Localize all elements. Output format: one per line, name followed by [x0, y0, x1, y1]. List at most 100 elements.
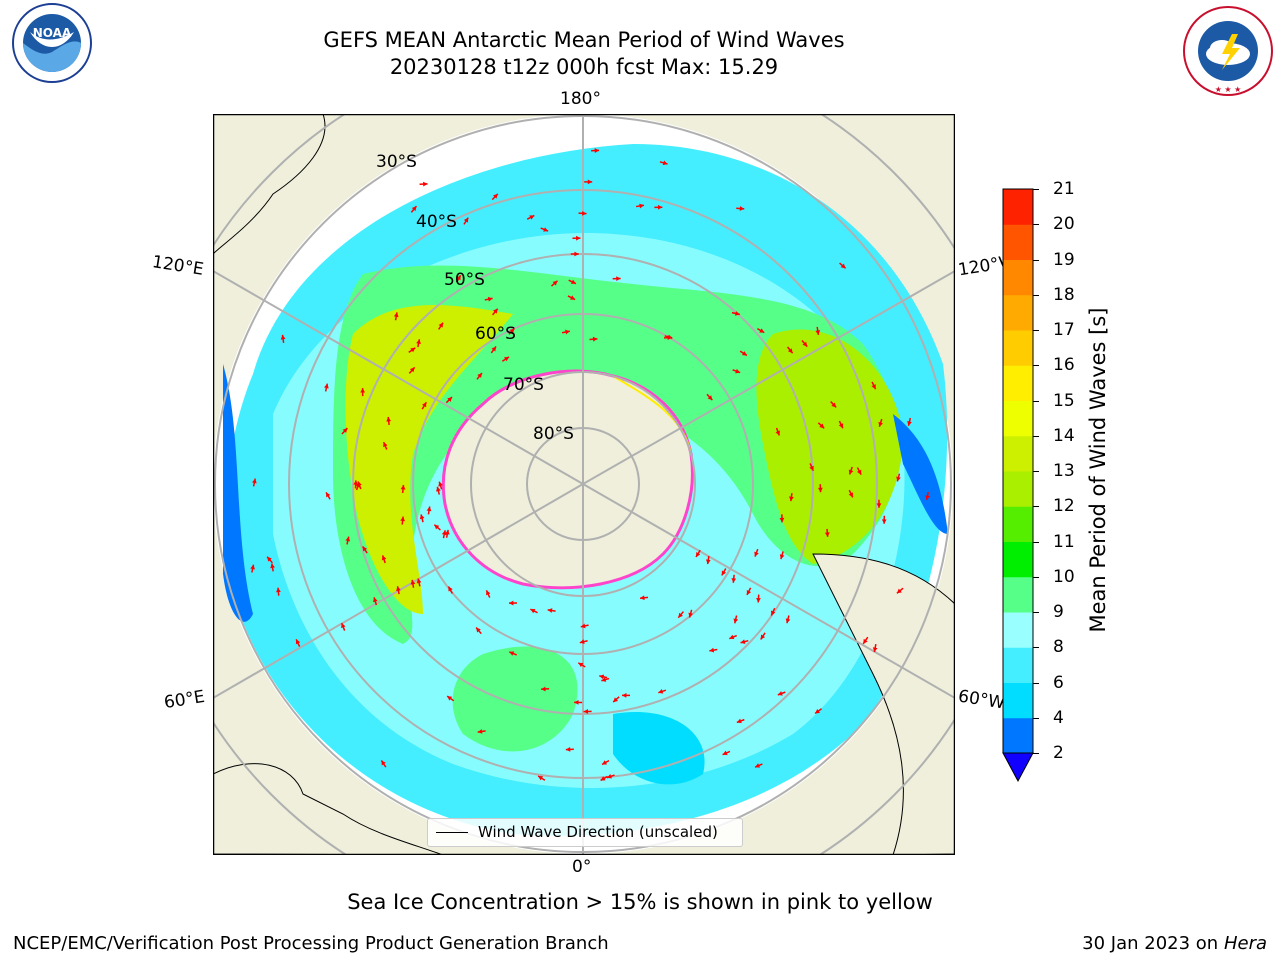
wave-direction-arrowhead: [326, 492, 331, 498]
colorbar-tick-label: 10: [1053, 566, 1075, 587]
colorbar-title: Mean Period of Wind Waves [s]: [1086, 307, 1110, 633]
chart-title: GEFS MEAN Antarctic Mean Period of Wind …: [323, 28, 845, 52]
wave-direction-arrowhead: [640, 595, 645, 601]
colorbar-tick-mark: [1033, 717, 1039, 719]
sea-ice-note: Sea Ice Concentration > 15% is shown in …: [347, 890, 933, 914]
wave-direction-arrowhead: [400, 485, 406, 490]
colorbar-tick-label: 19: [1053, 249, 1075, 270]
wave-direction-arrowhead: [477, 729, 483, 734]
wave-direction-arrowhead: [410, 347, 416, 353]
wave-direction-arrowhead: [705, 559, 711, 565]
colorbar-bin: [1003, 330, 1033, 366]
wave-direction-arrowhead: [436, 486, 441, 492]
wave-direction-arrowhead: [509, 600, 514, 606]
wave-direction-arrowhead: [381, 760, 386, 766]
wave-direction-arrowhead: [574, 251, 579, 257]
wave-direction-arrowhead: [530, 608, 536, 614]
lon-label-60e: 60°E: [162, 686, 207, 714]
wave-direction-arrowhead: [802, 341, 808, 347]
lon-label-60w: 60°W: [956, 686, 1007, 714]
footer-date: 30 Jan 2023 on Hera: [1082, 933, 1267, 954]
lon-label-0: 0°: [572, 857, 592, 877]
wave-direction-arrowhead: [422, 402, 427, 408]
colorbar-bin: [1003, 541, 1033, 578]
colorbar-tick-label: 2: [1053, 743, 1064, 763]
wave-direction-arrowhead: [606, 774, 612, 779]
wave-direction-arrowhead: [583, 709, 589, 714]
wave-direction-arrowhead: [657, 204, 663, 210]
wave-direction-arrowhead: [411, 206, 417, 212]
map-frame: [213, 114, 955, 855]
lon-label-180: 180°: [560, 89, 601, 109]
wave-direction-arrowhead: [600, 776, 606, 781]
wave-direction-arrowhead: [787, 348, 793, 354]
colorbar-tick-label: 9: [1053, 602, 1064, 622]
wave-direction-arrowhead: [733, 618, 739, 624]
wave-direction-arrowhead: [667, 334, 673, 340]
wave-direction-arrowhead: [871, 384, 876, 390]
wave-direction-arrowhead: [576, 235, 581, 241]
wind-wave-arrows: [250, 148, 930, 782]
wave-direction-arrowhead: [410, 579, 416, 585]
colorbar-tick-label: 17: [1053, 320, 1075, 340]
wave-direction-arrowhead: [509, 328, 515, 334]
wave-direction-arrowhead: [342, 428, 348, 433]
wave-direction-arrowhead: [838, 423, 844, 429]
wave-direction-arrowhead: [438, 481, 443, 487]
colorbar-tick-mark: [1033, 224, 1039, 226]
colorbar-bin: [1003, 647, 1033, 683]
wave-direction-arrowhead: [736, 718, 742, 724]
wave-direction-arrowhead: [565, 329, 570, 335]
wave-direction-arrowhead: [353, 480, 359, 485]
wave-direction-arrowhead: [594, 148, 600, 153]
colorbar-tick-label: 8: [1053, 637, 1064, 658]
lat-label-70s: 70°S: [503, 375, 544, 395]
wave-direction-arrowhead: [538, 775, 544, 781]
wave-direction-arrowhead: [678, 612, 683, 618]
wave-direction-arrowhead: [740, 639, 746, 644]
wave-direction-arrowhead: [373, 597, 378, 603]
legend-line-icon: [436, 832, 468, 833]
wave-direction-arrowhead: [601, 677, 607, 682]
wave-direction-arrowhead: [831, 402, 837, 408]
wave-direction-arrowhead: [622, 693, 627, 698]
wave-direction-arrowhead: [785, 618, 791, 624]
wave-direction-arrowhead: [447, 397, 453, 402]
wave-direction-arrowhead: [383, 442, 388, 448]
lat-label-30s: 30°S: [376, 152, 417, 172]
footer-credit: NCEP/EMC/Verification Post Processing Pr…: [13, 933, 609, 954]
wave-direction-arrowhead: [547, 608, 553, 613]
wave-direction-arrowhead: [722, 750, 728, 756]
colorbar-tick-mark: [1033, 471, 1039, 472]
map-legend: Wind Wave Direction (unscaled): [427, 818, 743, 847]
wave-direction-arrowhead: [386, 417, 392, 422]
wave-direction-arrowhead: [360, 388, 366, 393]
wave-direction-arrowhead: [578, 662, 584, 668]
wave-direction-arrowhead: [426, 506, 432, 512]
wave-direction-arrowhead: [741, 351, 747, 356]
wave-direction-arrowhead: [552, 280, 558, 286]
noaa-logo-icon: NOAA: [12, 3, 92, 83]
wave-direction-arrowhead: [582, 210, 587, 216]
wave-direction-arrowhead: [487, 296, 493, 302]
colorbar-bin: [1003, 471, 1033, 507]
colorbar-bin: [1003, 576, 1033, 613]
wave-direction-arrowhead: [579, 639, 585, 644]
colorbar: [1002, 188, 1034, 783]
wave-direction-arrowhead: [896, 476, 901, 482]
wave-direction-arrowhead: [416, 339, 421, 345]
svg-text:★ ★ ★: ★ ★ ★: [1215, 85, 1242, 94]
wave-direction-arrowhead: [456, 275, 461, 281]
wave-direction-arrowhead: [529, 215, 535, 220]
wave-direction-arrowhead: [662, 160, 668, 166]
wave-direction-arrowhead: [856, 469, 862, 475]
wave-direction-arrowhead: [789, 496, 794, 502]
meridians: [213, 114, 955, 855]
wave-direction-arrowhead: [444, 529, 450, 535]
lat-label-50s: 50°S: [444, 270, 485, 290]
wave-direction-arrowhead: [613, 697, 619, 703]
wave-direction-arrowhead: [779, 554, 785, 560]
colorbar-tick-label: 21: [1053, 179, 1075, 199]
colorbar-extend-triangle: [1002, 752, 1034, 783]
wave-direction-arrowhead: [721, 570, 727, 576]
